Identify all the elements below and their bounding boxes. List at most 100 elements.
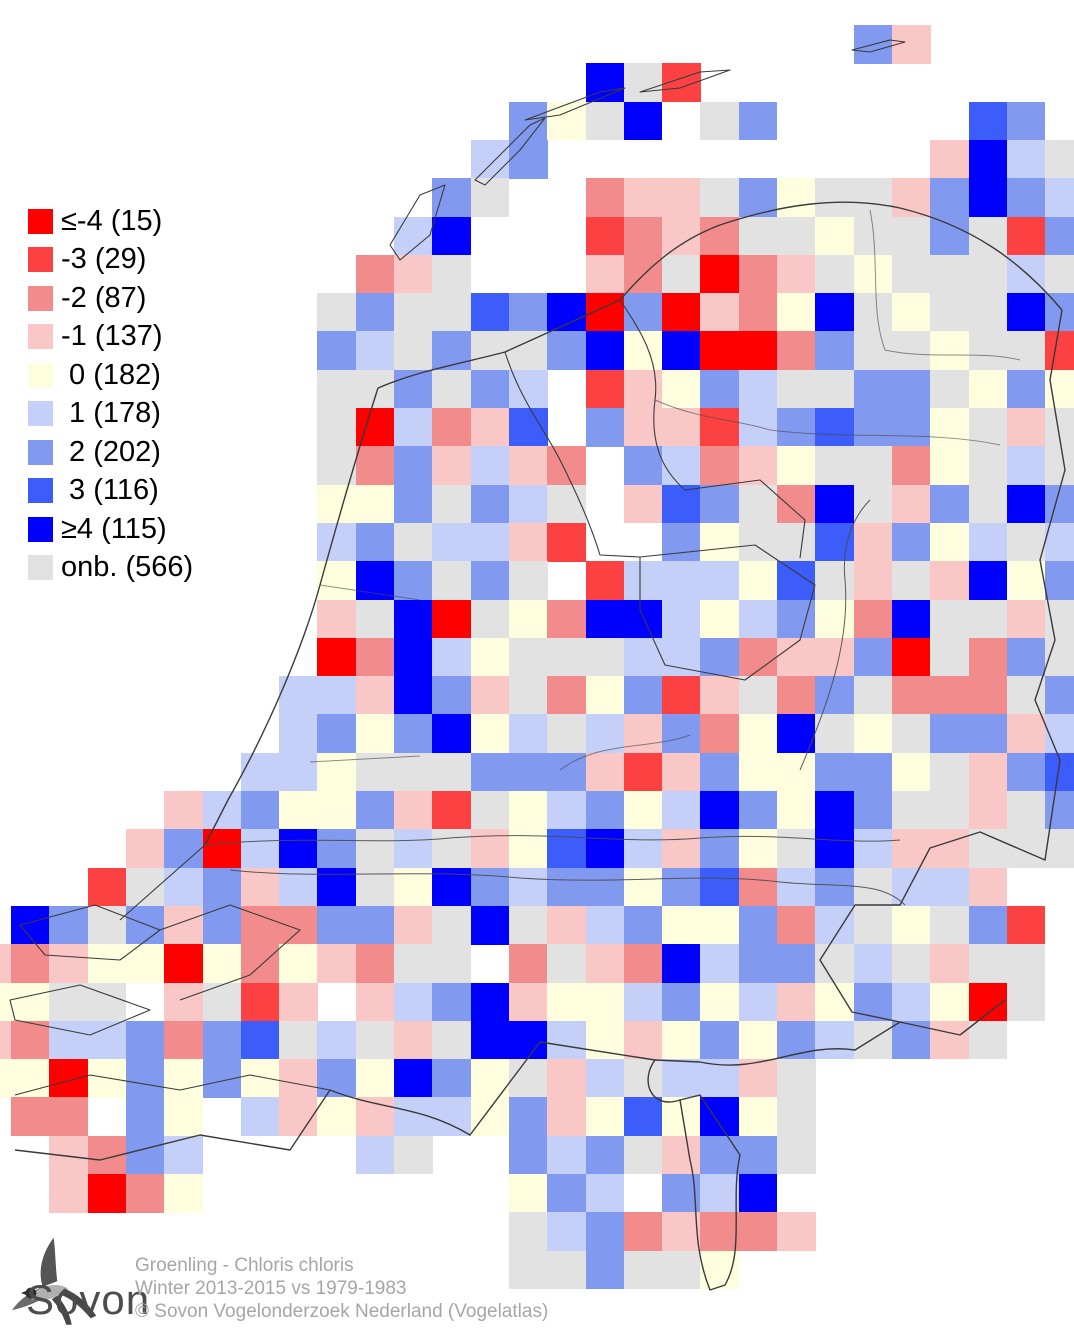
- grid-cell: [279, 829, 318, 868]
- grid-cell: [164, 867, 203, 907]
- grid-cell: [470, 791, 510, 830]
- grid-cell: [968, 101, 1008, 141]
- grid-cell: [508, 561, 548, 600]
- grid-cell: [738, 752, 778, 792]
- grid-cell: [355, 1020, 395, 1060]
- grid-cell: [738, 829, 778, 868]
- grid-cell: [930, 293, 969, 332]
- grid-cell: [125, 1059, 165, 1098]
- grid-cell: [623, 944, 663, 983]
- grid-cell: [738, 254, 778, 294]
- grid-cell: [394, 446, 433, 485]
- grid-cell: [547, 331, 586, 371]
- grid-cell: [815, 408, 854, 447]
- grid-cell: [1006, 522, 1046, 562]
- grid-cell: [355, 522, 395, 562]
- grid-cell: [968, 254, 1008, 294]
- grid-cell: [738, 714, 778, 754]
- grid-cell: [317, 867, 357, 907]
- grid-cell: [585, 216, 625, 256]
- grid-cell: [968, 637, 1008, 677]
- legend-swatch: [28, 324, 53, 350]
- grid-cell: [738, 522, 778, 562]
- grid-cell: [125, 905, 165, 945]
- grid-cell: [623, 293, 663, 332]
- grid-cell: [700, 331, 740, 371]
- grid-cell: [202, 1020, 242, 1060]
- grid-cell: [547, 791, 586, 830]
- grid-cell: [891, 484, 931, 524]
- grid-cell: [700, 369, 740, 409]
- grid-cell: [432, 216, 471, 256]
- legend-label: onb. (566): [61, 551, 194, 584]
- grid-cell: [508, 905, 548, 945]
- grid-cell: [125, 1174, 165, 1213]
- grid-cell: [1045, 139, 1074, 179]
- grid-cell: [508, 676, 548, 715]
- legend-swatch: [28, 247, 53, 273]
- grid-cell: [125, 829, 165, 868]
- grid-cell: [777, 254, 816, 294]
- grid-cell: [355, 637, 395, 677]
- grid-cell: [240, 1097, 280, 1137]
- grid-cell: [164, 791, 203, 830]
- grid-cell: [508, 791, 548, 830]
- grid-cell: [470, 905, 510, 945]
- grid-cell: [1045, 178, 1074, 217]
- grid-cell: [662, 561, 701, 600]
- grid-cell: [738, 599, 778, 639]
- grid-cell: [623, 1059, 663, 1098]
- grid-cell: [891, 216, 931, 256]
- grid-cell: [662, 982, 701, 1022]
- grid-cell: [853, 829, 893, 868]
- grid-cell: [11, 1020, 50, 1060]
- grid-cell: [891, 254, 931, 294]
- grid-cell: [1006, 829, 1046, 868]
- grid-cell: [547, 676, 586, 715]
- legend-swatch: [28, 285, 53, 311]
- grid-cell: [508, 1059, 548, 1098]
- grid-cell: [815, 484, 854, 524]
- grid-cell: [853, 293, 893, 332]
- grid-cell: [623, 714, 663, 754]
- grid-cell: [623, 254, 663, 294]
- grid-cell: [202, 982, 242, 1022]
- grid-cell: [738, 676, 778, 715]
- grid-cell: [470, 1020, 510, 1060]
- grid-cell: [662, 1135, 701, 1175]
- grid-cell: [853, 752, 893, 792]
- grid-cell: [662, 446, 701, 485]
- grid-cell: [1006, 178, 1046, 217]
- legend-swatch: [28, 401, 53, 427]
- grid-cell: [853, 178, 893, 217]
- grid-cell: [738, 867, 778, 907]
- grid-cell: [547, 446, 586, 485]
- grid-cell: [700, 293, 740, 332]
- grid-cell: [394, 369, 433, 409]
- grid-cell: [891, 408, 931, 447]
- grid-cell: [662, 829, 701, 868]
- grid-cell: [738, 369, 778, 409]
- legend-label: ≤-4 (15): [61, 204, 163, 237]
- grid-cell: [470, 752, 510, 792]
- grid-cell: [1045, 369, 1074, 409]
- grid-cell: [738, 331, 778, 371]
- grid-cell: [623, 1020, 663, 1060]
- grid-cell: [777, 905, 816, 945]
- grid-cell: [623, 408, 663, 447]
- grid-cell: [240, 1020, 280, 1060]
- grid-cell: [279, 944, 318, 983]
- grid-cell: [508, 982, 548, 1022]
- grid-cell: [508, 1097, 548, 1137]
- grid-cell: [508, 408, 548, 447]
- grid-cell: [317, 637, 357, 677]
- grid-cell: [738, 637, 778, 677]
- grid-cell: [202, 791, 242, 830]
- grid-cell: [432, 331, 471, 371]
- grid-cell: [853, 369, 893, 409]
- grid-cell: [355, 714, 395, 754]
- grid-cell: [508, 1020, 548, 1060]
- grid-cell: [164, 944, 203, 983]
- grid-cell: [623, 178, 663, 217]
- grid-cell: [317, 1097, 357, 1137]
